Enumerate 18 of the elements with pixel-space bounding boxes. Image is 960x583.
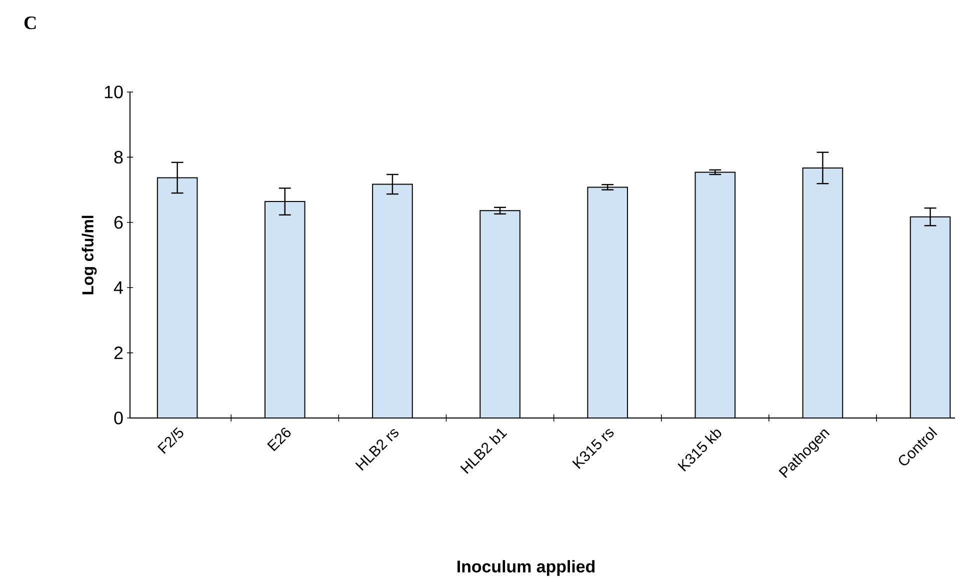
x-tick-label: E26	[267, 428, 291, 452]
y-tick-label: 4	[114, 281, 123, 294]
y-tick-label: 8	[114, 150, 123, 164]
bar	[157, 178, 198, 418]
x-axis-title: Inoculum applied	[458, 560, 595, 576]
y-axis-title: Log cfu/ml	[82, 216, 97, 294]
chart-title: C	[24, 16, 36, 30]
y-tick-label: 6	[114, 216, 123, 229]
bar	[264, 202, 305, 418]
bar	[480, 210, 520, 418]
bar	[802, 168, 843, 418]
bar	[695, 172, 736, 418]
bar	[588, 187, 628, 418]
y-tick-label: 10	[104, 86, 123, 98]
y-tick-label: 2	[114, 346, 123, 360]
y-tick-label: 0	[114, 412, 123, 424]
bar	[372, 184, 412, 418]
bar	[910, 216, 951, 418]
